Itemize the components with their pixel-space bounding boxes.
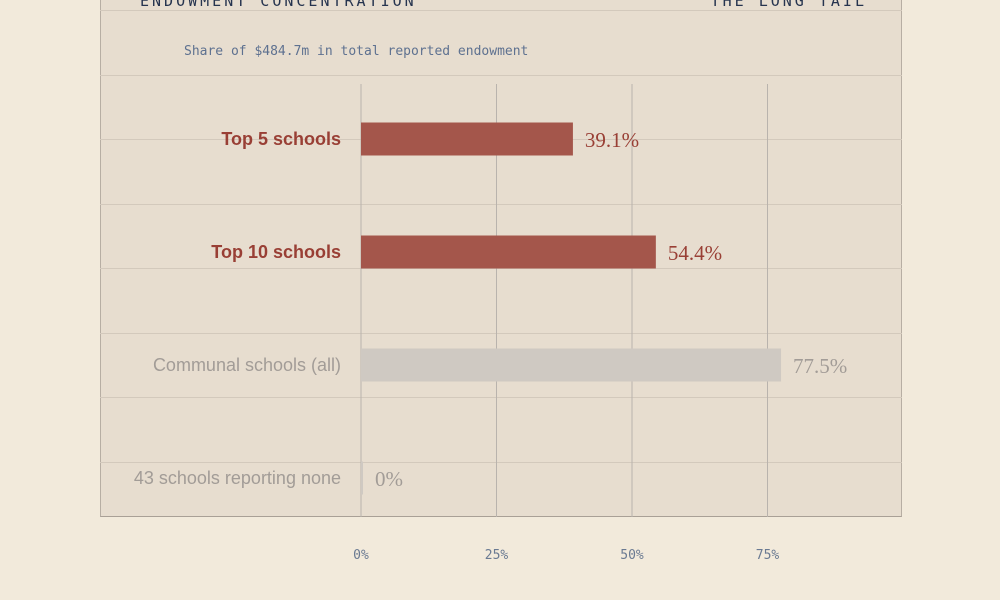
- value-label-3: 0%: [375, 467, 403, 491]
- chart-subtitle: Share of $484.7m in total reported endow…: [184, 44, 529, 59]
- header-right-title: THE LONG TAIL: [710, 0, 867, 10]
- value-label-0: 39.1%: [585, 128, 639, 152]
- bar-1: [361, 235, 656, 269]
- category-label-1: Top 10 schools: [211, 242, 341, 262]
- x-tick-label-1: 25%: [485, 548, 509, 563]
- bar-2: [361, 348, 782, 382]
- header-left-title: ENDOWMENT CONCENTRATION: [140, 0, 417, 10]
- x-tick-label-3: 75%: [756, 548, 780, 563]
- value-label-2: 77.5%: [793, 354, 847, 378]
- bar-0: [361, 122, 573, 156]
- category-label-0: Top 5 schools: [221, 129, 341, 149]
- x-tick-label-0: 0%: [353, 548, 369, 563]
- category-label-2: Communal schools (all): [153, 355, 341, 375]
- value-label-1: 54.4%: [668, 241, 722, 265]
- category-label-3: 43 schools reporting none: [134, 468, 341, 488]
- bar-3: [361, 461, 363, 495]
- x-tick-label-2: 50%: [620, 548, 644, 563]
